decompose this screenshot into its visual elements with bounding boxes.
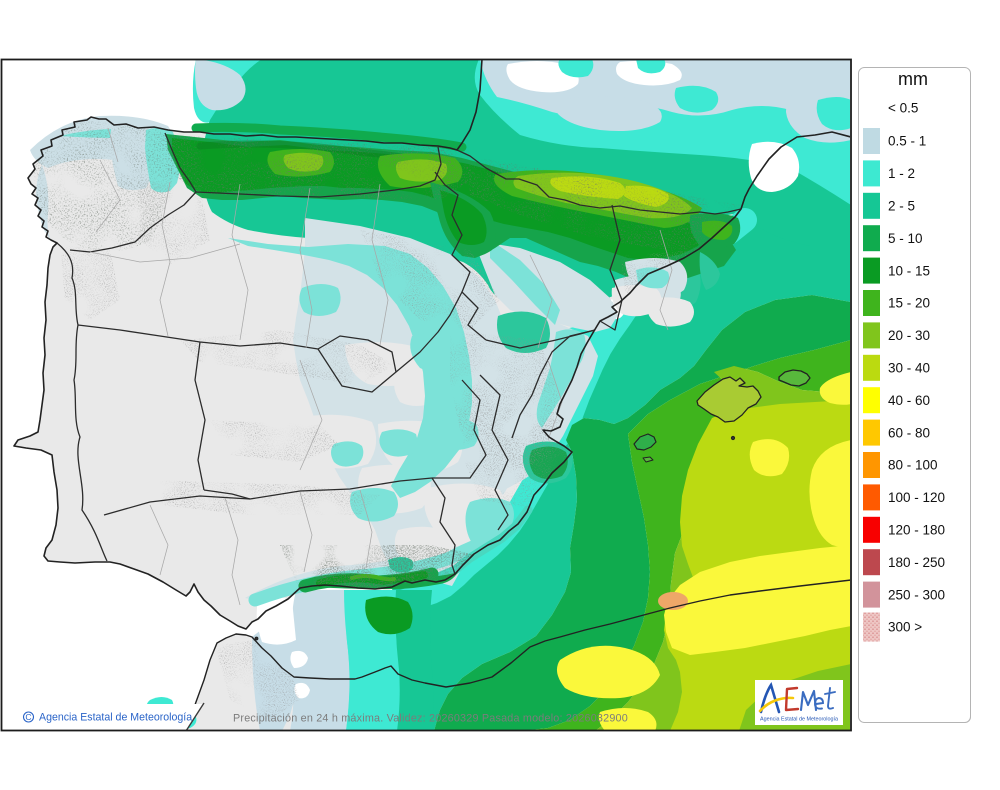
svg-text:mm: mm bbox=[898, 69, 928, 89]
svg-text:0.5 - 1: 0.5 - 1 bbox=[888, 134, 926, 149]
svg-text:< 0.5: < 0.5 bbox=[888, 101, 918, 116]
svg-text:60 - 80: 60 - 80 bbox=[888, 425, 930, 440]
svg-text:Precipitación en 24 h máxima.: Precipitación en 24 h máxima. Validez: 2… bbox=[233, 713, 628, 725]
svg-text:120 - 180: 120 - 180 bbox=[888, 523, 945, 538]
svg-text:180 - 250: 180 - 250 bbox=[888, 555, 945, 570]
svg-text:2 - 5: 2 - 5 bbox=[888, 199, 915, 214]
svg-text:250 - 300: 250 - 300 bbox=[888, 587, 945, 602]
svg-text:5 - 10: 5 - 10 bbox=[888, 231, 923, 246]
svg-text:15 - 20: 15 - 20 bbox=[888, 296, 930, 311]
svg-text:80 - 100: 80 - 100 bbox=[888, 458, 938, 473]
svg-text:C: C bbox=[25, 712, 31, 722]
svg-text:1 - 2: 1 - 2 bbox=[888, 166, 915, 181]
svg-text:Agencia Estatal de Meteorologí: Agencia Estatal de Meteorología bbox=[39, 712, 192, 724]
svg-text:20 - 30: 20 - 30 bbox=[888, 328, 930, 343]
svg-text:100 - 120: 100 - 120 bbox=[888, 490, 945, 505]
svg-text:Agencia Estatal de Meteorologí: Agencia Estatal de Meteorología bbox=[760, 717, 838, 723]
svg-text:10 - 15: 10 - 15 bbox=[888, 263, 930, 278]
svg-text:40 - 60: 40 - 60 bbox=[888, 393, 930, 408]
svg-text:300 >: 300 > bbox=[888, 620, 922, 635]
svg-text:30 - 40: 30 - 40 bbox=[888, 361, 930, 376]
